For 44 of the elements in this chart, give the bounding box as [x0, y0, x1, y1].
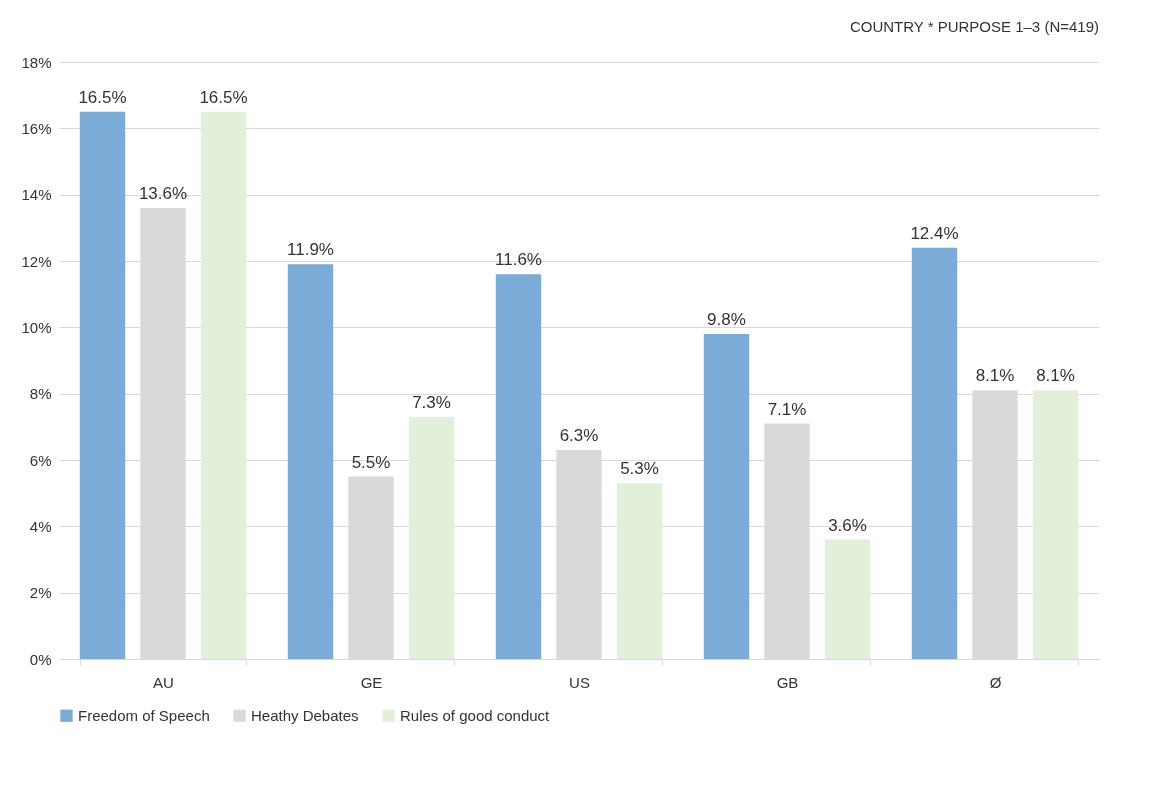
y-tick-label: 10%: [21, 318, 52, 336]
bar: [200, 111, 247, 659]
chart-title: COUNTRY * PURPOSE 1–3 (N=419): [849, 18, 1099, 35]
bar: [79, 111, 126, 659]
data-label: 5.5%: [351, 452, 391, 472]
x-tick-label: GB: [776, 673, 799, 691]
y-tick-label: 16%: [21, 119, 52, 137]
data-label: 8.1%: [975, 366, 1015, 386]
y-tick-label: 0%: [29, 650, 52, 668]
bar: [495, 274, 542, 659]
y-tick-label: 4%: [29, 517, 52, 535]
legend-label: Freedom of Speech: [78, 706, 210, 724]
x-tick-label: Ø: [989, 673, 1002, 691]
data-label: 13.6%: [138, 183, 188, 203]
y-tick-label: 6%: [29, 451, 52, 469]
data-label: 5.3%: [620, 459, 659, 479]
data-label: 9.8%: [707, 309, 746, 329]
data-label: 8.1%: [1036, 366, 1075, 386]
data-label: 7.1%: [767, 399, 807, 419]
data-label: 16.5%: [199, 87, 248, 107]
data-label: 7.3%: [412, 392, 451, 412]
bar: [616, 483, 663, 659]
data-label: 11.6%: [495, 250, 542, 270]
legend-label: Heathy Debates: [251, 706, 359, 724]
x-tick-label: AU: [153, 673, 174, 691]
data-label: 3.6%: [828, 515, 867, 535]
y-tick-label: 2%: [29, 584, 52, 602]
y-tick-label: 12%: [21, 252, 52, 270]
data-label: 11.9%: [287, 240, 334, 260]
bar: [911, 247, 958, 659]
bar: [287, 264, 334, 659]
x-tick-label: GE: [360, 673, 383, 691]
bar: [1032, 390, 1079, 659]
data-label: 6.3%: [559, 426, 599, 446]
y-tick-label: 14%: [21, 186, 52, 204]
y-tick-label: 8%: [29, 385, 52, 403]
bar: [408, 416, 455, 659]
y-tick-label: 18%: [21, 53, 52, 71]
data-label: 16.5%: [78, 87, 127, 107]
data-label: 12.4%: [910, 223, 959, 243]
x-tick-label: US: [569, 673, 590, 691]
legend-label: Rules of good conduct: [400, 706, 551, 724]
bar: [703, 333, 750, 659]
bar: [824, 539, 871, 659]
